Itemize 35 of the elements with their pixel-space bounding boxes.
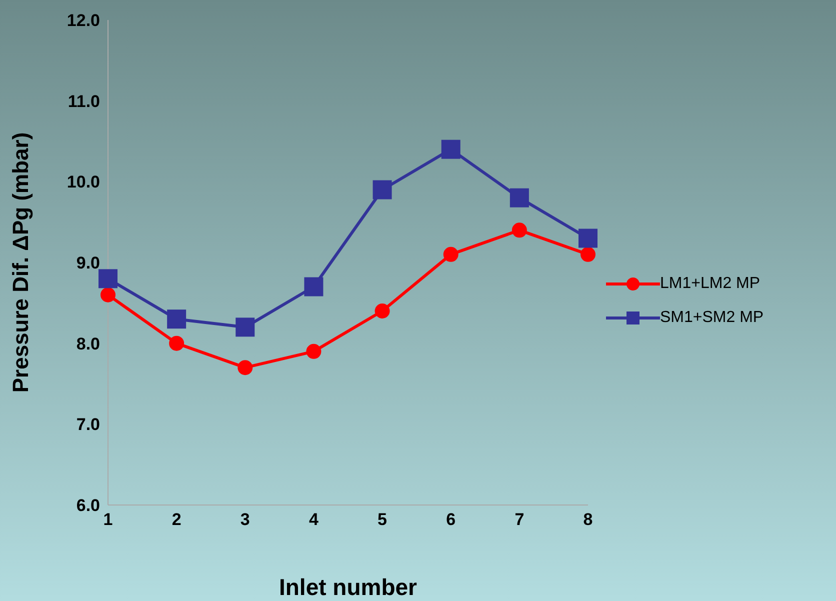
point — [236, 318, 255, 337]
point — [372, 180, 392, 200]
y-tick-label: 12.0 — [66, 11, 100, 30]
y-axis-title: Pressure Dif. ΔPg (mbar) — [8, 132, 33, 393]
y-tick-label: 9.0 — [76, 254, 100, 273]
x-tick-label: 1 — [103, 510, 113, 530]
legend-label: SM1+SM2 MP — [660, 308, 764, 326]
point — [374, 304, 390, 318]
point — [98, 269, 118, 288]
point — [238, 360, 253, 376]
point — [441, 140, 460, 159]
point — [306, 344, 322, 359]
x-tick-label: 5 — [378, 510, 388, 530]
x-tick-label: 7 — [514, 510, 524, 530]
point — [304, 277, 324, 296]
y-tick-label: 6.0 — [76, 496, 100, 516]
y-tick-label: 7.0 — [76, 415, 100, 434]
point — [578, 228, 598, 248]
y-tick-label: 8.0 — [76, 334, 100, 354]
x-tick-label: 3 — [240, 510, 250, 530]
point — [100, 287, 116, 302]
point — [580, 246, 596, 262]
x-tick-label: 4 — [308, 510, 319, 530]
point — [167, 310, 186, 329]
y-tick-label: 11.0 — [68, 92, 100, 111]
x-axis-title: Inlet number — [278, 574, 418, 600]
point — [510, 188, 529, 208]
legend-label: LM1+LM2 MP — [660, 274, 760, 292]
y-tick-label: 10.0 — [66, 172, 100, 192]
x-tick-label: 8 — [583, 510, 593, 530]
x-tick-label: 6 — [446, 510, 456, 530]
point — [169, 336, 184, 351]
x-tick-label: 2 — [172, 510, 182, 530]
point — [512, 222, 527, 238]
point — [443, 246, 458, 262]
